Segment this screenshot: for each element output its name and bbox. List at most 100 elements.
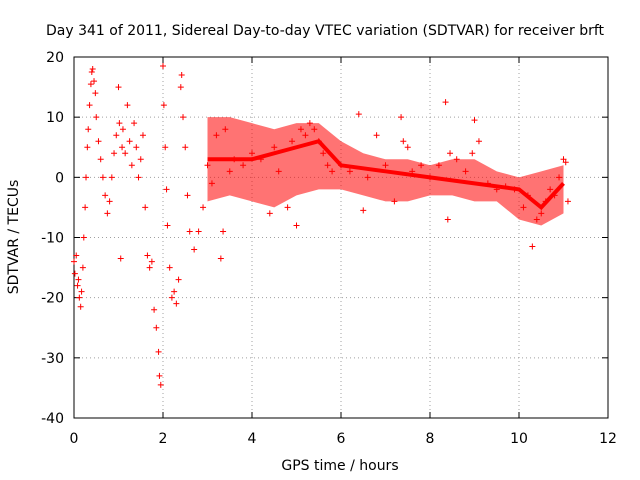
data-point <box>560 156 567 163</box>
data-point <box>102 192 109 199</box>
data-point <box>116 120 123 127</box>
data-point <box>124 102 131 109</box>
y-tick-label: 10 <box>46 110 64 126</box>
data-point <box>137 156 144 163</box>
data-point <box>153 324 160 331</box>
data-point <box>208 180 215 187</box>
x-tick-label: 8 <box>426 431 435 447</box>
data-point <box>564 198 571 205</box>
data-point <box>166 264 173 271</box>
data-point <box>266 210 273 217</box>
x-tick-label: 6 <box>337 431 346 447</box>
chart-title: Day 341 of 2011, Sidereal Day-to-day VTE… <box>46 23 605 39</box>
data-point <box>93 114 100 121</box>
data-point <box>119 126 126 133</box>
data-point <box>442 99 449 106</box>
data-point <box>99 174 106 181</box>
data-point <box>520 204 527 211</box>
data-point <box>155 348 162 355</box>
data-point <box>409 168 416 175</box>
data-point <box>73 252 80 259</box>
data-point <box>231 156 238 163</box>
data-point <box>88 69 95 76</box>
data-point <box>89 66 96 73</box>
data-point <box>117 255 124 262</box>
data-point <box>533 216 540 223</box>
data-point <box>284 204 291 211</box>
data-point <box>311 126 318 133</box>
data-point <box>163 186 170 193</box>
data-band <box>207 117 565 226</box>
data-point <box>144 252 151 259</box>
data-point <box>142 204 149 211</box>
y-tick-label: -30 <box>41 351 64 367</box>
y-tick-label: -10 <box>41 231 64 247</box>
data-point <box>511 186 518 193</box>
data-point <box>453 156 460 163</box>
data-point <box>469 150 476 157</box>
data-point <box>338 162 344 169</box>
data-point <box>240 162 247 169</box>
data-point <box>475 138 482 145</box>
data-point <box>346 168 353 175</box>
data-point <box>122 150 129 157</box>
x-tick-label: 12 <box>599 431 617 447</box>
data-point <box>315 138 322 145</box>
data-point <box>329 168 336 175</box>
data-point <box>289 138 296 145</box>
data-point <box>182 144 189 151</box>
data-point <box>226 168 233 175</box>
data-point <box>542 198 549 205</box>
data-point <box>529 243 536 250</box>
data-point <box>324 162 331 169</box>
data-point <box>220 228 227 235</box>
data-point <box>164 222 171 229</box>
data-point <box>382 162 389 169</box>
data-point <box>404 144 411 151</box>
data-point <box>222 126 229 133</box>
axis-ticks: 0 2 4 6 8 10 12 -40 -30 -20 -10 0 10 20 <box>41 50 617 447</box>
data-point <box>297 126 304 133</box>
x-tick-label: 4 <box>248 431 257 447</box>
data-point <box>447 150 454 157</box>
data-point <box>133 144 140 151</box>
data-point <box>435 162 442 169</box>
data-point <box>104 210 111 217</box>
data-point <box>191 246 198 253</box>
data-point <box>119 144 126 151</box>
data-point <box>524 192 531 199</box>
data-point <box>471 117 478 124</box>
data-point <box>71 270 78 277</box>
data-point <box>293 222 300 229</box>
data-point <box>160 63 166 70</box>
data-point <box>355 111 362 118</box>
data-point <box>320 150 327 157</box>
data-point <box>200 204 207 211</box>
data-point <box>111 150 118 157</box>
data-point <box>302 132 309 139</box>
data-points <box>71 63 571 388</box>
data-point <box>85 126 92 133</box>
data-point <box>92 90 99 97</box>
data-point <box>502 183 509 190</box>
data-point <box>184 192 191 199</box>
data-point <box>128 162 135 169</box>
data-point <box>204 162 211 169</box>
data-point <box>75 276 82 283</box>
y-tick-label: -40 <box>41 411 64 427</box>
data-point <box>462 168 469 175</box>
data-point <box>135 174 142 181</box>
data-point <box>249 150 255 157</box>
data-point <box>126 138 133 145</box>
data-point <box>83 174 90 181</box>
data-point <box>180 114 187 121</box>
data-point <box>131 120 138 127</box>
y-tick-label: -20 <box>41 291 64 307</box>
data-point <box>257 156 264 163</box>
data-point <box>74 282 81 289</box>
data-point <box>160 102 167 109</box>
data-point <box>195 228 202 235</box>
data-point <box>556 174 563 181</box>
data-point <box>173 300 180 307</box>
data-point <box>178 72 185 79</box>
